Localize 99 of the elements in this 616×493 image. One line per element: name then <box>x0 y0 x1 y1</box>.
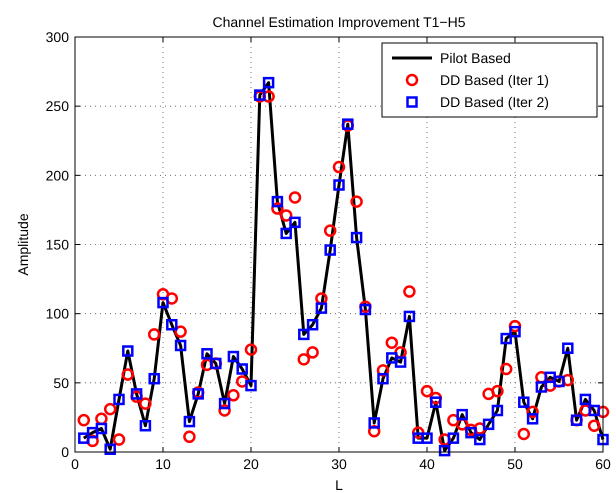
point <box>104 443 116 455</box>
point <box>394 356 406 368</box>
point <box>438 444 450 456</box>
point <box>597 434 609 446</box>
point <box>316 302 328 314</box>
point <box>448 432 460 444</box>
point <box>562 342 574 354</box>
point <box>518 396 530 408</box>
point <box>289 216 301 228</box>
point <box>298 328 310 340</box>
y-tick-label: 250 <box>46 98 70 114</box>
point <box>78 414 90 426</box>
point <box>130 388 142 400</box>
point <box>112 433 126 446</box>
point <box>86 426 98 438</box>
point <box>518 428 530 440</box>
legend-label: Pilot Based <box>440 50 511 66</box>
point <box>201 348 213 360</box>
point <box>536 381 548 393</box>
point <box>350 232 362 244</box>
point <box>78 432 90 444</box>
point <box>492 404 504 416</box>
point <box>140 420 152 432</box>
legend-label: DD Based (Iter 1) <box>440 72 549 88</box>
point <box>148 372 160 384</box>
point <box>166 318 178 330</box>
point <box>157 296 169 308</box>
point <box>456 408 468 420</box>
point <box>184 416 196 428</box>
point <box>288 191 302 204</box>
point <box>183 430 196 444</box>
point <box>228 350 240 362</box>
point <box>421 432 433 444</box>
point <box>174 325 187 338</box>
y-axis-title: Amplitude <box>15 213 31 276</box>
x-tick-label: 40 <box>419 456 435 472</box>
point <box>420 384 434 398</box>
point <box>474 434 486 446</box>
point <box>113 394 125 406</box>
point <box>332 160 346 174</box>
point <box>104 402 116 416</box>
x-tick-label: 60 <box>595 456 611 472</box>
point <box>96 422 108 434</box>
point <box>500 332 512 344</box>
x-tick-label: 0 <box>71 456 80 472</box>
point <box>465 426 477 438</box>
point <box>403 285 416 298</box>
point <box>482 388 495 400</box>
point <box>306 318 318 330</box>
point <box>324 224 336 237</box>
y-tick-label: 100 <box>46 306 70 322</box>
x-tick-label: 30 <box>331 456 347 472</box>
y-tick-label: 300 <box>46 29 70 45</box>
legend-label: DD Based (Iter 2) <box>440 94 549 110</box>
point <box>122 368 134 381</box>
point <box>122 345 134 357</box>
point <box>526 413 538 425</box>
chart-title: Channel Estimation Improvement T1−H5 <box>212 14 466 30</box>
point <box>174 340 186 352</box>
point <box>218 398 230 410</box>
point <box>227 389 240 402</box>
point <box>580 394 592 406</box>
point <box>404 310 416 322</box>
point <box>412 432 424 444</box>
point <box>377 372 389 384</box>
point <box>148 328 160 341</box>
y-tick-label: 50 <box>53 374 70 391</box>
point <box>509 326 521 338</box>
point <box>500 362 512 376</box>
point <box>244 343 258 356</box>
x-axis-title: L <box>335 477 344 493</box>
point <box>298 353 310 366</box>
point <box>386 336 398 349</box>
point <box>139 397 152 410</box>
point <box>333 179 345 191</box>
point <box>350 195 363 208</box>
point <box>360 304 372 316</box>
point <box>272 196 284 208</box>
point <box>588 404 600 416</box>
point <box>306 346 319 359</box>
point <box>262 76 274 88</box>
x-tick-label: 20 <box>243 456 259 472</box>
point <box>386 352 398 364</box>
x-tick-label: 10 <box>155 456 171 472</box>
point <box>280 209 292 222</box>
point <box>588 419 600 432</box>
y-tick-label: 0 <box>61 444 70 460</box>
y-tick-label: 150 <box>46 236 70 252</box>
point <box>491 384 504 398</box>
point <box>544 372 556 384</box>
point <box>324 244 336 256</box>
point <box>368 417 380 429</box>
point <box>482 418 494 430</box>
y-tick-label: 200 <box>46 167 70 184</box>
point <box>280 228 292 240</box>
x-tick-label: 50 <box>507 456 523 472</box>
point <box>245 380 257 392</box>
point <box>430 396 442 408</box>
point <box>236 363 248 375</box>
